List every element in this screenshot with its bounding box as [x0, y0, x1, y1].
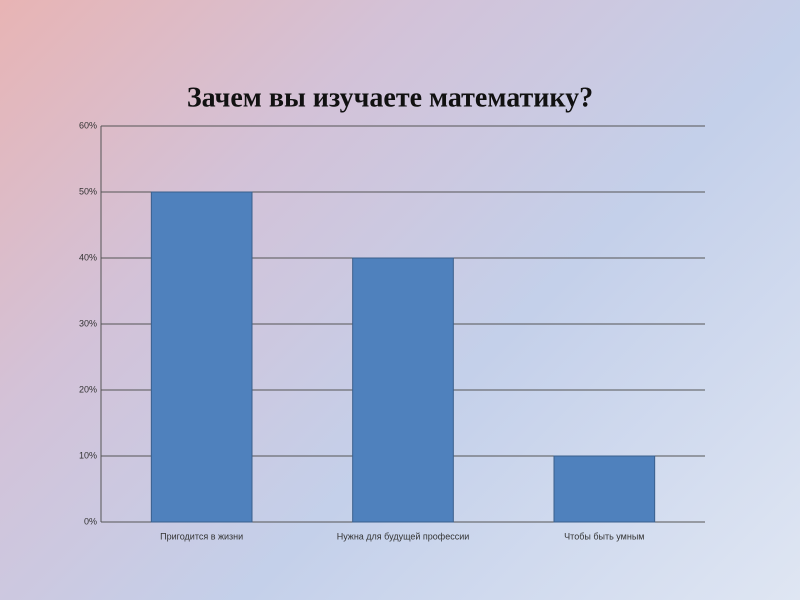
y-tick-label: 50%	[79, 186, 97, 196]
bar	[150, 191, 253, 523]
y-tick-label: 30%	[79, 318, 97, 328]
y-tick-label: 40%	[79, 252, 97, 262]
bar	[553, 455, 656, 523]
x-tick-label: Чтобы быть умным	[564, 531, 644, 541]
y-tick-label: 0%	[84, 516, 97, 526]
x-tick-label: Пригодится в жизни	[160, 531, 243, 541]
x-tick-label: Нужна для будущей профессии	[337, 531, 470, 541]
bar	[352, 257, 454, 523]
chart-title: Зачем вы изучаете математику?	[187, 82, 593, 113]
y-tick-label: 20%	[79, 384, 97, 394]
y-tick-label: 60%	[79, 120, 97, 130]
y-tick-label: 10%	[79, 450, 97, 460]
